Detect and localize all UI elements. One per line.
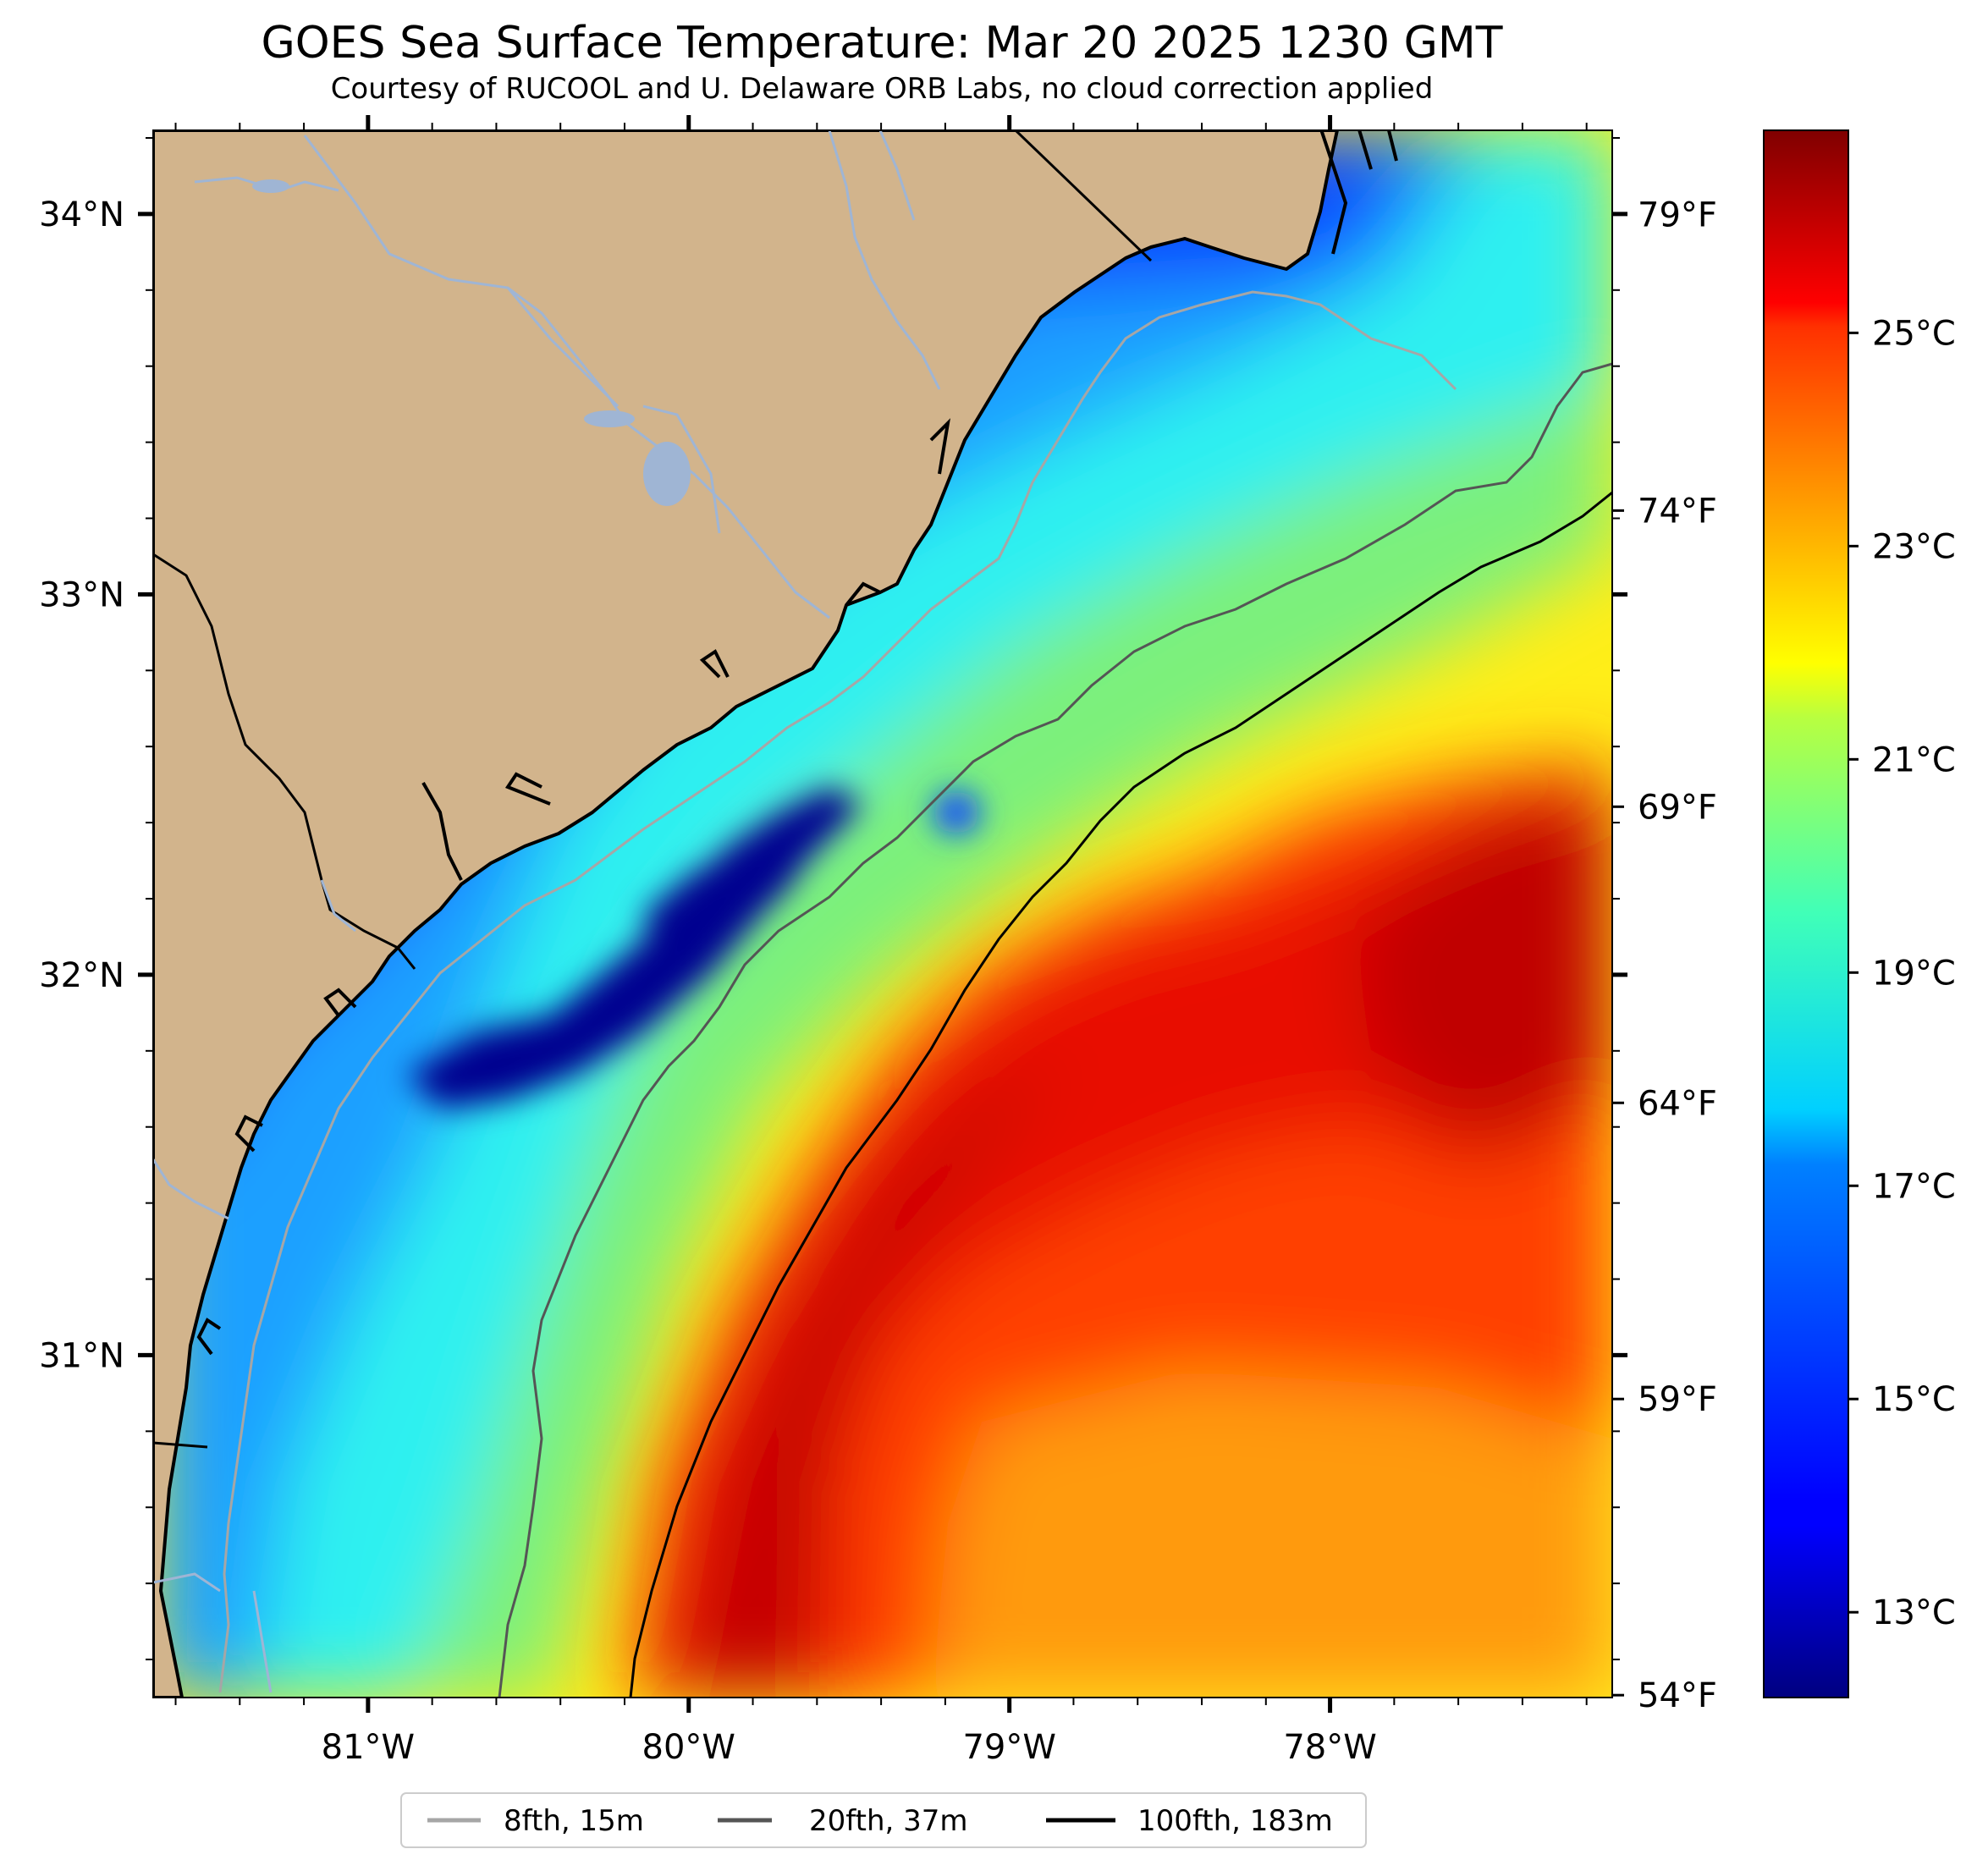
legend-label-100fth: 100fth, 183m xyxy=(1137,1804,1333,1838)
fahrenheit-tick-label: 59°F xyxy=(1638,1380,1717,1419)
lake-marion xyxy=(643,442,691,506)
legend-item-8fth: 8fth, 15m xyxy=(427,1804,644,1838)
colorbar-tick-label: 21°C xyxy=(1872,740,1956,779)
lon-tick-label: 81°W xyxy=(322,1728,415,1767)
colorbar-ticks: 25°C 23°C 21°C 19°C 17°C 15°C 13°C xyxy=(1848,314,1956,1632)
map-title: GOES Sea Surface Temperature: Mar 20 202… xyxy=(261,18,1502,69)
lon-tick-label: 79°W xyxy=(962,1728,1055,1767)
lat-tick-label: 32°N xyxy=(39,956,124,995)
fahrenheit-axis: 79°F 74°F 69°F 64°F 59°F 54°F xyxy=(1612,195,1717,1715)
legend-label-8fth: 8fth, 15m xyxy=(504,1804,644,1838)
fahrenheit-tick-label: 54°F xyxy=(1638,1676,1717,1715)
map-frame xyxy=(152,129,1613,1698)
colorbar: 25°C 23°C 21°C 19°C 17°C 15°C 13°C xyxy=(1763,129,1956,1698)
sst-offshore-orange xyxy=(931,1371,1612,1698)
coastal-inlets xyxy=(196,130,1398,1356)
lon-tick-label: 80°W xyxy=(642,1728,735,1767)
nc-sc-boundary xyxy=(1014,130,1153,262)
colorbar-tick-label: 25°C xyxy=(1872,314,1956,353)
lon-tick-label: 78°W xyxy=(1283,1728,1376,1767)
legend-box xyxy=(400,1792,1367,1848)
minor-ticks xyxy=(146,123,1620,1705)
isobath-100fth-183m xyxy=(629,491,1612,1698)
colorbar-tick-label: 15°C xyxy=(1872,1380,1956,1419)
colorbar-tick-label: 17°C xyxy=(1872,1167,1956,1206)
colorbar-tick-label: 13°C xyxy=(1872,1593,1956,1632)
sst-cold-pocket-2 xyxy=(643,838,796,965)
sst-gulfstream-darkcore xyxy=(677,1049,1066,1698)
fahrenheit-tick-label: 69°F xyxy=(1638,788,1717,827)
fahrenheit-tick-label: 79°F xyxy=(1638,195,1717,234)
lat-tick-label: 33°N xyxy=(39,575,124,614)
fahrenheit-tick-label: 74°F xyxy=(1638,492,1717,531)
map-subtitle: Courtesy of RUCOOL and U. Delaware ORB L… xyxy=(331,72,1434,106)
isobath-legend: 8fth, 15m 20fth, 37m 100fth, 183m xyxy=(400,1792,1367,1848)
lat-tick-label: 31°N xyxy=(39,1336,124,1375)
fahrenheit-tick-label: 64°F xyxy=(1638,1084,1717,1123)
land-coastline xyxy=(153,130,1339,1698)
legend-item-100fth: 100fth, 183m xyxy=(1046,1804,1333,1838)
sst-cold-pocket-3 xyxy=(933,790,980,834)
colorbar-gradient xyxy=(1763,129,1849,1698)
legend-item-20fth: 20fth, 37m xyxy=(718,1804,968,1838)
isobath-20fth-37m xyxy=(498,362,1612,1698)
colorbar-tick-label: 23°C xyxy=(1872,527,1956,566)
sst-offshore-red-east xyxy=(1354,795,1612,1151)
ga-fl-boundary xyxy=(153,1441,208,1449)
state-boundaries xyxy=(153,130,1153,1449)
latitude-axis: 34°N 33°N 32°N 31°N xyxy=(39,195,1627,1375)
longitude-axis: 81°W 80°W 79°W 78°W xyxy=(322,115,1377,1767)
colorbar-tick-label: 19°C xyxy=(1872,954,1956,993)
map-panel xyxy=(153,130,1612,1698)
reservoir-north xyxy=(252,179,289,193)
lake-moultrie xyxy=(584,410,635,427)
isobath-8fth-15m xyxy=(218,290,1457,1693)
legend-label-20fth: 20fth, 37m xyxy=(809,1804,968,1838)
lat-tick-label: 34°N xyxy=(39,195,124,234)
sc-ga-boundary xyxy=(153,553,416,970)
